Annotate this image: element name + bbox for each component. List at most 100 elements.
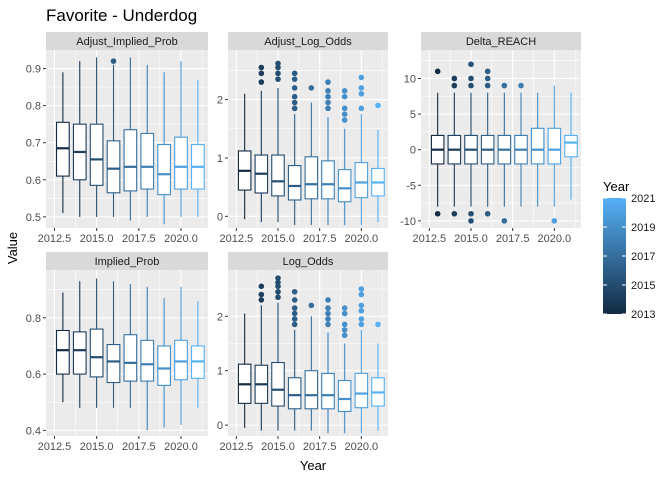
- outlier-point: [325, 310, 331, 317]
- outlier-point: [291, 76, 298, 82]
- x-tick-label: 2020.0: [345, 233, 379, 245]
- outlier-point: [341, 93, 348, 100]
- y-tick-label: 0: [217, 211, 223, 223]
- legend-title: Year: [603, 179, 630, 194]
- box-2015: [89, 278, 104, 408]
- box-2013: [237, 93, 252, 220]
- outlier-point: [291, 70, 298, 77]
- outlier-point: [358, 321, 365, 328]
- box-2013: [430, 68, 445, 217]
- facet-panel-adjust-implied-prob: Adjust_Implied_Prob 0.5 0.6 0.7 0.8 0.9 2012.5…: [26, 32, 208, 245]
- box-2016: [287, 70, 302, 226]
- outlier-point: [375, 321, 381, 328]
- box-2014: [254, 283, 269, 431]
- outlier-point: [341, 310, 348, 317]
- outlier-point: [325, 99, 331, 106]
- box-2020: [174, 61, 188, 217]
- outlier-point: [275, 70, 281, 77]
- outlier-point: [484, 82, 491, 89]
- outlier-point: [341, 88, 348, 94]
- outlier-point: [375, 102, 381, 109]
- x-tick-label: 2015.0: [80, 233, 114, 245]
- box-2015: [464, 61, 478, 224]
- box-2021: [564, 92, 578, 200]
- y-tick-label: -5: [406, 180, 416, 192]
- facet-panel-delta-reach: Delta_REACH -10 -5 0 5 10 2012.5 2015.0 2017.5 20…: [400, 32, 581, 245]
- box-2018: [321, 297, 335, 434]
- x-tick-label: 2017.5: [303, 233, 337, 245]
- outlier-point: [341, 105, 348, 112]
- outlier-point: [468, 75, 474, 82]
- facet-strip-label: Delta_REACH: [466, 36, 536, 48]
- y-tick-label: 0.8: [26, 101, 41, 113]
- outlier-point: [501, 218, 508, 224]
- x-tick-label: 2015.0: [80, 441, 114, 453]
- box-iqr: [89, 123, 104, 186]
- box-iqr: [321, 372, 335, 410]
- outlier-point: [291, 105, 298, 112]
- outlier-point: [291, 288, 298, 295]
- outlier-point: [291, 93, 298, 100]
- outlier-point: [275, 60, 281, 67]
- y-tick-label: 2: [217, 95, 223, 107]
- y-tick-label: 1: [217, 366, 223, 378]
- legend-tick-label: 2019: [631, 222, 655, 234]
- box-2016: [480, 68, 495, 217]
- outlier-point: [308, 302, 315, 309]
- outlier-point: [341, 327, 348, 333]
- box-iqr: [337, 169, 352, 203]
- chart-title: Favorite - Underdog: [46, 6, 197, 25]
- box-2017: [304, 302, 319, 431]
- outlier-point: [291, 310, 298, 317]
- box-2019: [337, 88, 352, 226]
- box-iqr: [157, 144, 172, 196]
- facet-strip-label: Implied_Prob: [95, 256, 160, 268]
- outlier-point: [434, 210, 441, 217]
- outlier-point: [451, 210, 458, 217]
- outlier-point: [258, 283, 265, 290]
- outlier-point: [341, 332, 348, 339]
- box-2015: [271, 275, 285, 431]
- outlier-point: [484, 75, 491, 82]
- outlier-point: [451, 82, 458, 89]
- outlier-point: [341, 111, 348, 117]
- box-2020: [547, 85, 562, 224]
- box-iqr: [140, 132, 155, 190]
- outlier-point: [518, 82, 524, 89]
- x-tick-label: 2017.5: [122, 441, 156, 453]
- outlier-point: [468, 61, 474, 68]
- outlier-point: [551, 218, 558, 224]
- box-2017: [304, 85, 319, 226]
- outlier-point: [341, 321, 348, 328]
- outlier-point: [291, 99, 298, 106]
- outlier-point: [358, 308, 365, 314]
- x-tick-label: 2017.5: [122, 233, 156, 245]
- outlier-point: [325, 305, 331, 311]
- outlier-point: [291, 321, 298, 328]
- outlier-point: [291, 85, 298, 91]
- outlier-point: [358, 302, 365, 309]
- outlier-point: [358, 286, 365, 292]
- facet-strip: [46, 252, 208, 270]
- legend-ticks: 2021 2019 2017 2015 2013: [603, 193, 655, 321]
- facet-panel-log-odds: Log_Odds 0 1 2 2012.5 2015.0 2017.5 2020.0: [217, 252, 388, 453]
- box-2016: [106, 58, 121, 217]
- x-tick-label: 2017.5: [496, 233, 530, 245]
- outlier-point: [341, 117, 348, 123]
- facet-strip: [421, 32, 581, 50]
- box-2014: [72, 281, 87, 408]
- box-2015: [89, 57, 104, 217]
- legend-colorbar: [603, 198, 626, 314]
- outlier-point: [358, 74, 365, 81]
- x-tick-label: 2012.5: [38, 441, 72, 453]
- outlier-point: [484, 68, 491, 75]
- outlier-point: [110, 58, 117, 64]
- box-iqr: [72, 331, 87, 375]
- box-iqr: [271, 361, 285, 407]
- outlier-point: [468, 210, 474, 217]
- outlier-point: [275, 288, 281, 295]
- facet-strip-label: Log_Odds: [283, 256, 334, 268]
- box-iqr: [287, 377, 302, 410]
- box-iqr: [354, 162, 369, 199]
- facet-panel-implied-prob: Implied_Prob 0.4 0.6 0.8 2012.5 2015.0 2017.5 2…: [26, 252, 208, 453]
